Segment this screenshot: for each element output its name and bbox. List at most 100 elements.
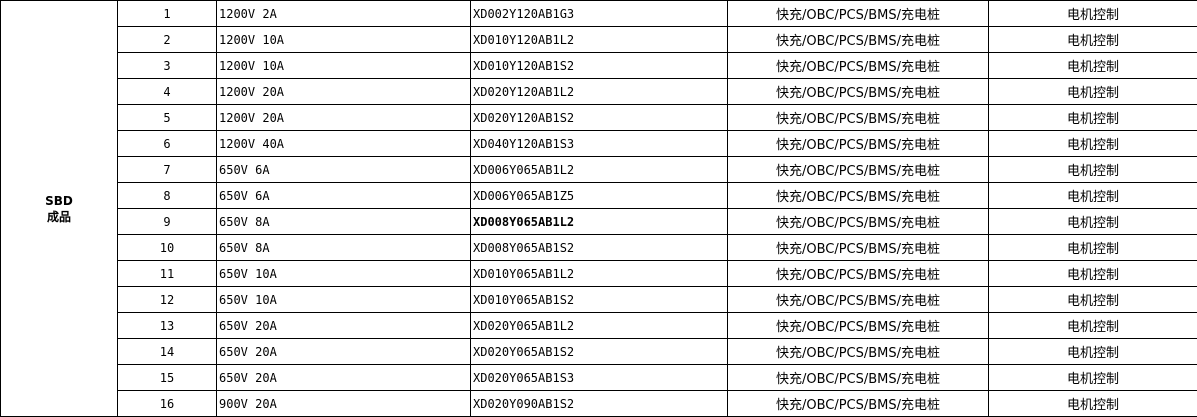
- row-number: 13: [117, 312, 217, 339]
- part-number-cell: XD020Y090AB1S2: [470, 390, 728, 417]
- table-row: 14 650V 20A XD020Y065AB1S2 快充/OBC/PCS/BMS/充…: [1, 338, 1197, 365]
- application-cell: 快充/OBC/PCS/BMS/充电桩: [727, 234, 989, 261]
- part-number-cell: XD020Y065AB1S2: [470, 338, 728, 365]
- usage-cell: 电机控制: [988, 156, 1197, 183]
- part-number-cell: XD006Y065AB1Z5: [470, 182, 728, 209]
- spec-cell: 650V 6A: [216, 156, 471, 183]
- table-row: 11 650V 10A XD010Y065AB1L2 快充/OBC/PCS/BMS/充…: [1, 260, 1197, 287]
- usage-cell: 电机控制: [988, 234, 1197, 261]
- table-row: 6 1200V 40A XD040Y120AB1S3 快充/OBC/PCS/BMS/充…: [1, 130, 1197, 157]
- table-row: 2 1200V 10A XD010Y120AB1L2 快充/OBC/PCS/BMS/充…: [1, 26, 1197, 53]
- part-number-cell: XD008Y065AB1S2: [470, 234, 728, 261]
- usage-cell: 电机控制: [988, 390, 1197, 417]
- table-row: 12 650V 10A XD010Y065AB1S2 快充/OBC/PCS/BMS/充…: [1, 286, 1197, 313]
- part-number-cell: XD040Y120AB1S3: [470, 130, 728, 157]
- usage-cell: 电机控制: [988, 208, 1197, 235]
- spec-cell: 650V 10A: [216, 260, 471, 287]
- application-cell: 快充/OBC/PCS/BMS/充电桩: [727, 286, 989, 313]
- part-number-cell: XD020Y065AB1L2: [470, 312, 728, 339]
- part-number-cell: XD020Y065AB1S3: [470, 364, 728, 391]
- application-cell: 快充/OBC/PCS/BMS/充电桩: [727, 338, 989, 365]
- usage-cell: 电机控制: [988, 338, 1197, 365]
- usage-cell: 电机控制: [988, 312, 1197, 339]
- row-number: 7: [117, 156, 217, 183]
- spec-cell: 900V 20A: [216, 390, 471, 417]
- table-row: 13 650V 20A XD020Y065AB1L2 快充/OBC/PCS/BMS/充…: [1, 312, 1197, 339]
- application-cell: 快充/OBC/PCS/BMS/充电桩: [727, 104, 989, 131]
- application-cell: 快充/OBC/PCS/BMS/充电桩: [727, 130, 989, 157]
- table-row: 10 650V 8A XD008Y065AB1S2 快充/OBC/PCS/BMS/充电…: [1, 234, 1197, 261]
- application-cell: 快充/OBC/PCS/BMS/充电桩: [727, 26, 989, 53]
- spec-cell: 650V 20A: [216, 364, 471, 391]
- usage-cell: 电机控制: [988, 104, 1197, 131]
- category-line1: SBD: [45, 193, 73, 208]
- spec-cell: 1200V 2A: [216, 0, 471, 27]
- spec-cell: 650V 10A: [216, 286, 471, 313]
- row-number: 9: [117, 208, 217, 235]
- part-number-cell: XD008Y065AB1L2: [470, 208, 728, 235]
- category-line2: 成品: [46, 209, 71, 224]
- table-row: 9 650V 8A XD008Y065AB1L2 快充/OBC/PCS/BMS/充电桩…: [1, 208, 1197, 235]
- part-number-cell: XD020Y120AB1S2: [470, 104, 728, 131]
- application-cell: 快充/OBC/PCS/BMS/充电桩: [727, 52, 989, 79]
- table-row: 8 650V 6A XD006Y065AB1Z5 快充/OBC/PCS/BMS/充电桩…: [1, 182, 1197, 209]
- category-cell: SBD 成品: [0, 0, 118, 417]
- application-cell: 快充/OBC/PCS/BMS/充电桩: [727, 260, 989, 287]
- row-number: 4: [117, 78, 217, 105]
- part-number-cell: XD010Y065AB1L2: [470, 260, 728, 287]
- spec-cell: 1200V 20A: [216, 104, 471, 131]
- spec-cell: 1200V 10A: [216, 52, 471, 79]
- spec-cell: 650V 6A: [216, 182, 471, 209]
- row-number: 11: [117, 260, 217, 287]
- application-cell: 快充/OBC/PCS/BMS/充电桩: [727, 364, 989, 391]
- application-cell: 快充/OBC/PCS/BMS/充电桩: [727, 390, 989, 417]
- application-cell: 快充/OBC/PCS/BMS/充电桩: [727, 312, 989, 339]
- application-cell: 快充/OBC/PCS/BMS/充电桩: [727, 78, 989, 105]
- table-row: 5 1200V 20A XD020Y120AB1S2 快充/OBC/PCS/BMS/充…: [1, 104, 1197, 131]
- spec-cell: 650V 20A: [216, 338, 471, 365]
- table-row: 15 650V 20A XD020Y065AB1S3 快充/OBC/PCS/BMS/充…: [1, 364, 1197, 391]
- part-number-cell: XD002Y120AB1G3: [470, 0, 728, 27]
- part-number-cell: XD010Y065AB1S2: [470, 286, 728, 313]
- table-row: 16 900V 20A XD020Y090AB1S2 快充/OBC/PCS/BMS/充…: [1, 390, 1197, 417]
- usage-cell: 电机控制: [988, 0, 1197, 27]
- application-cell: 快充/OBC/PCS/BMS/充电桩: [727, 156, 989, 183]
- row-number: 2: [117, 26, 217, 53]
- row-number: 16: [117, 390, 217, 417]
- spec-cell: 650V 8A: [216, 208, 471, 235]
- row-number: 15: [117, 364, 217, 391]
- usage-cell: 电机控制: [988, 78, 1197, 105]
- usage-cell: 电机控制: [988, 26, 1197, 53]
- spec-cell: 650V 8A: [216, 234, 471, 261]
- row-number: 3: [117, 52, 217, 79]
- table-row: 3 1200V 10A XD010Y120AB1S2 快充/OBC/PCS/BMS/充…: [1, 52, 1197, 79]
- usage-cell: 电机控制: [988, 364, 1197, 391]
- part-number-cell: XD020Y120AB1L2: [470, 78, 728, 105]
- row-number: 12: [117, 286, 217, 313]
- part-number-cell: XD010Y120AB1S2: [470, 52, 728, 79]
- spec-cell: 650V 20A: [216, 312, 471, 339]
- table-row: 4 1200V 20A XD020Y120AB1L2 快充/OBC/PCS/BMS/充…: [1, 78, 1197, 105]
- usage-cell: 电机控制: [988, 52, 1197, 79]
- application-cell: 快充/OBC/PCS/BMS/充电桩: [727, 208, 989, 235]
- row-number: 10: [117, 234, 217, 261]
- usage-cell: 电机控制: [988, 130, 1197, 157]
- application-cell: 快充/OBC/PCS/BMS/充电桩: [727, 0, 989, 27]
- row-number: 8: [117, 182, 217, 209]
- part-number-cell: XD006Y065AB1L2: [470, 156, 728, 183]
- row-number: 6: [117, 130, 217, 157]
- row-number: 1: [117, 0, 217, 27]
- usage-cell: 电机控制: [988, 182, 1197, 209]
- spec-cell: 1200V 10A: [216, 26, 471, 53]
- application-cell: 快充/OBC/PCS/BMS/充电桩: [727, 182, 989, 209]
- usage-cell: 电机控制: [988, 260, 1197, 287]
- part-number-cell: XD010Y120AB1L2: [470, 26, 728, 53]
- row-number: 5: [117, 104, 217, 131]
- table-row: 7 650V 6A XD006Y065AB1L2 快充/OBC/PCS/BMS/充电桩…: [1, 156, 1197, 183]
- spec-cell: 1200V 20A: [216, 78, 471, 105]
- usage-cell: 电机控制: [988, 286, 1197, 313]
- spec-cell: 1200V 40A: [216, 130, 471, 157]
